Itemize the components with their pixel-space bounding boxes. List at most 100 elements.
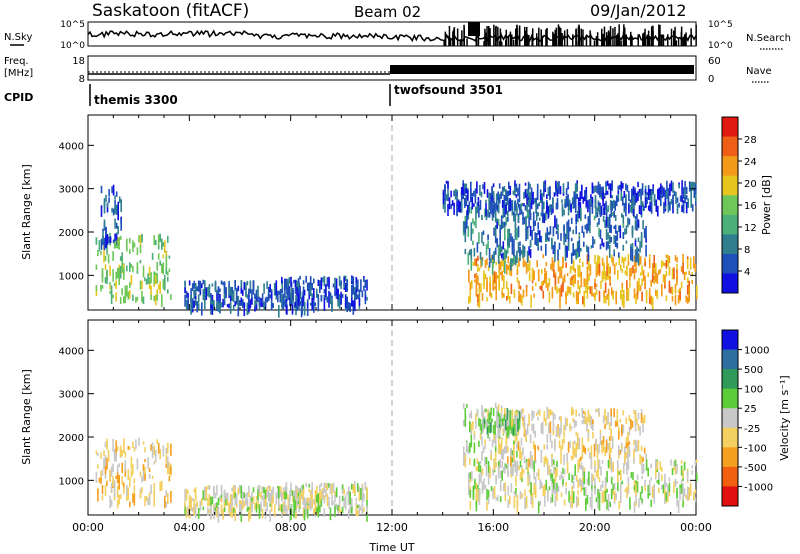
data-cell: [463, 184, 466, 189]
data-cell: [499, 224, 501, 230]
data-cell: [475, 413, 477, 421]
data-cell: [473, 190, 475, 197]
data-cell: [558, 242, 561, 250]
data-cell: [564, 417, 567, 431]
data-cell: [281, 286, 284, 294]
data-cell: [522, 255, 525, 268]
data-cell: [574, 274, 576, 284]
data-cell: [674, 468, 677, 475]
nsearch-spike: [444, 37, 447, 46]
data-cell: [472, 485, 475, 498]
data-cell: [557, 485, 560, 493]
data-cell: [207, 286, 209, 297]
data-cell: [567, 194, 569, 207]
data-cell: [323, 498, 326, 504]
data-cell: [252, 282, 255, 295]
data-cell: [503, 422, 506, 433]
data-cell: [683, 271, 686, 281]
data-cell: [686, 471, 689, 482]
data-cell: [613, 225, 615, 229]
data-cell: [494, 225, 497, 237]
data-cell: [319, 505, 321, 512]
data-cell: [673, 465, 675, 471]
data-cell: [514, 415, 516, 420]
data-cell: [270, 304, 273, 311]
data-cell: [242, 299, 244, 308]
data-cell: [522, 408, 524, 414]
nsearch-spike: [475, 28, 477, 46]
data-cell: [226, 304, 229, 308]
nsearch-spike: [577, 41, 579, 46]
data-cell: [450, 190, 452, 198]
data-cell: [584, 193, 586, 202]
data-cell: [501, 460, 503, 468]
data-cell: [518, 196, 521, 203]
data-cell: [656, 294, 659, 299]
data-cell: [475, 282, 478, 292]
data-cell: [346, 296, 348, 309]
data-cell: [688, 286, 690, 293]
nsearch-spike: [649, 36, 651, 46]
data-cell: [154, 294, 157, 306]
data-cell: [564, 246, 567, 254]
data-cell: [478, 205, 480, 211]
data-cell: [320, 295, 323, 302]
data-cell: [612, 462, 614, 472]
data-cell: [499, 480, 502, 492]
data-cell: [636, 247, 638, 254]
data-cell: [664, 198, 667, 207]
data-cell: [151, 252, 154, 260]
data-cell: [682, 254, 684, 263]
data-cell: [112, 184, 115, 196]
data-cell: [490, 258, 492, 263]
data-cell: [337, 505, 339, 511]
data-cell: [542, 486, 545, 497]
nsearch-spike: [453, 27, 456, 46]
data-cell: [612, 293, 614, 300]
data-cell: [129, 477, 131, 487]
data-cell: [546, 202, 548, 213]
colorbar-tick-label: 12: [744, 223, 757, 234]
data-cell: [119, 265, 122, 279]
data-cell: [534, 444, 536, 456]
data-cell: [242, 501, 244, 508]
data-cell: [567, 181, 569, 188]
colorbar-tick-label: 500: [744, 365, 763, 376]
time-xlabel: Time UT: [368, 541, 414, 554]
data-cell: [287, 501, 290, 510]
data-cell: [496, 275, 499, 279]
data-cell: [116, 499, 119, 509]
data-cell: [257, 500, 259, 509]
data-cell: [185, 290, 188, 299]
data-cell: [118, 267, 120, 279]
data-cell: [341, 506, 344, 513]
data-cell: [519, 495, 522, 500]
data-cell: [653, 194, 656, 204]
data-cell: [102, 228, 104, 232]
data-cell: [589, 264, 592, 276]
data-cell: [557, 259, 560, 266]
data-cell: [548, 409, 550, 419]
data-cell: [622, 196, 624, 206]
data-cell: [615, 195, 618, 207]
data-cell: [647, 492, 649, 499]
data-cell: [623, 258, 625, 269]
data-cell: [668, 280, 671, 293]
data-cell: [560, 422, 562, 435]
data-cell: [545, 270, 548, 281]
data-cell: [548, 291, 551, 303]
data-cell: [207, 497, 209, 507]
data-cell: [560, 416, 562, 423]
data-cell: [579, 285, 581, 294]
data-cell: [481, 232, 483, 244]
colorbar-swatch: [722, 136, 738, 157]
nsearch-spike: [456, 28, 459, 46]
data-cell: [637, 248, 640, 252]
data-cell: [503, 260, 505, 273]
data-cell: [136, 268, 139, 274]
data-cell: [505, 189, 507, 196]
data-cell: [645, 290, 648, 297]
data-cell: [512, 190, 515, 195]
data-cell: [139, 471, 142, 477]
data-cell: [556, 286, 558, 294]
